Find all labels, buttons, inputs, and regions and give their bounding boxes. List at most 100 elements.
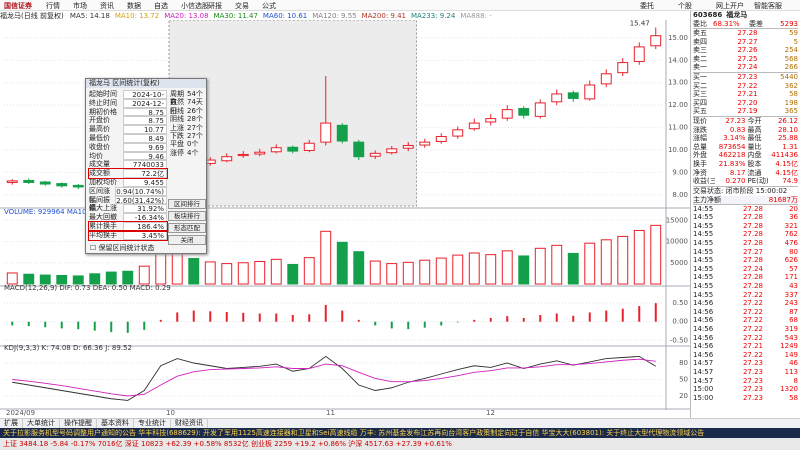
volume-bar [617, 235, 629, 285]
dialog-button[interactable]: 形态匹配 [168, 223, 206, 233]
stat-value: 26.12 [777, 116, 798, 125]
stats-row: 净资 8.17 流通 4.15亿 [693, 169, 798, 178]
stats-row: 换手 21.83% 股本 4.15亿 [693, 160, 798, 169]
menu-item[interactable]: 行情 [46, 2, 60, 10]
ma-label: MA200: 9.41 [361, 12, 406, 20]
tick-price: 27.24 [742, 264, 763, 273]
dialog-button[interactable]: 板块排行 [168, 211, 206, 221]
book-volume: 568 [784, 54, 798, 63]
tick-volume: 476 [784, 239, 798, 248]
panel-title: KDJ(9,3,3) K: 74.08 D: 66.36 J: 89.52 [4, 344, 132, 352]
candle-body [39, 181, 51, 185]
tick-time: 14:57 [693, 376, 714, 385]
volume-bar [518, 255, 530, 285]
y-tick-label: 9.00 [672, 168, 688, 176]
stat-row: 成交量 7740033 [89, 160, 167, 169]
tick-price: 27.22 [742, 299, 763, 308]
volume-bar [650, 224, 662, 285]
tick-time: 14:55 [693, 230, 714, 239]
menu-item[interactable]: 交易 [235, 2, 249, 10]
tab[interactable]: 财经资讯 [171, 419, 208, 428]
tick-price: 27.28 [742, 230, 763, 239]
tick-price: 27.22 [742, 290, 763, 299]
candle-body [56, 183, 68, 187]
stat-label: 外盘 [693, 151, 707, 160]
tick-row: 14:57 27.23 113 [693, 368, 798, 377]
tick-row: 14:55 27.28 20 [693, 205, 798, 214]
book-price: 27.25 [737, 54, 758, 63]
menu-item[interactable]: 网上开户 [716, 2, 744, 10]
stat-value: 8.17 [729, 168, 746, 177]
y-tick-label: 14.00 [668, 56, 688, 64]
stat-value: 2024-12-20 [123, 98, 167, 117]
candle-body [72, 184, 84, 188]
stat-value: 8.75 [123, 116, 167, 125]
volume-bar [468, 252, 480, 285]
side-value: 27个 [187, 123, 203, 132]
volume-bar [6, 272, 18, 285]
tick-time: 14:55 [693, 290, 714, 299]
checkbox-row[interactable]: ☐ 保留区间统计状态 [90, 244, 155, 252]
stat-label: 最大回撤 [89, 213, 117, 222]
menu-item[interactable]: 数据 [127, 2, 141, 10]
menu-item[interactable]: 资讯 [100, 2, 114, 10]
stat-row: 最大回撤 -16.34% [89, 213, 167, 222]
tick-row: 14:56 27.22 149 [693, 351, 798, 360]
volume-bar [122, 270, 134, 285]
stat-label: PE(动) [747, 177, 768, 186]
stat-label: 区间振幅 [89, 195, 110, 213]
stat-value: 0.83 [729, 125, 746, 134]
stat-value: 411436 [771, 151, 798, 160]
ma-label: MA10: 13.72 [114, 12, 160, 20]
volume-bar [72, 275, 84, 285]
volume-bar [600, 239, 612, 285]
book-row: 卖一 27.24 266 [693, 63, 798, 72]
tick-price: 27.23 [742, 393, 763, 402]
stat-label: 内盘 [747, 151, 762, 160]
tick-time: 14:56 [693, 350, 714, 359]
tick-price: 27.28 [742, 256, 763, 265]
tab[interactable]: 操作提醒 [60, 419, 97, 428]
stat-row: 期初价格 8.75 [89, 107, 167, 117]
tick-volume: 1320 [780, 385, 798, 394]
stat-value: 8.49 [123, 133, 167, 143]
dialog-button[interactable]: 区间排行 [168, 199, 206, 209]
stat-value: 74.9 [782, 177, 798, 186]
menu-item[interactable]: 委托 [640, 2, 654, 10]
tick-volume: 626 [784, 256, 798, 265]
book-row: 买二 27.22 362 [693, 82, 798, 91]
stat-value: 27.23 [725, 116, 746, 125]
tick-volume: 36 [789, 213, 798, 222]
side-label: 下跌 [170, 131, 184, 140]
stat-label: 加权均价 [89, 177, 117, 186]
dialog-button[interactable]: 关闭 [168, 235, 206, 245]
menu-item[interactable]: 小信选股 [181, 2, 209, 10]
stat-row: 区间涨幅 0.94(10.74%) [89, 186, 167, 204]
menu-bar: 国信证券 行情 市场 资讯 数据 自选 小信选股 研报 交易 公式 委托 个股 网上开户 智能客服 [0, 0, 800, 11]
menu-item[interactable]: 公式 [262, 2, 276, 10]
indicator-bar: 福龙马(日线 前复权) MA5: 14.18 MA10: 13.72 MA20: 1… [0, 11, 690, 20]
menu-item[interactable]: 个股 [678, 2, 692, 10]
menu-item[interactable]: 市场 [73, 2, 87, 10]
stat-label: 区间涨幅 [89, 186, 110, 204]
book-volume: 254 [784, 46, 798, 55]
candle-body [320, 122, 332, 143]
stat-value: 4.15亿 [775, 168, 798, 177]
stat-row: 最低价 8.49 [89, 133, 167, 143]
stat-label: 今开 [747, 116, 762, 125]
candle-body [600, 73, 612, 85]
tick-volume: 80 [789, 247, 798, 256]
tick-time: 14:56 [693, 342, 714, 351]
tab[interactable]: 基本资料 [97, 419, 134, 428]
tab[interactable]: 大单统计 [23, 419, 60, 428]
tick-row: 14:56 27.21 1249 [693, 342, 798, 351]
tab[interactable]: 扩展 [0, 419, 23, 428]
label: 委差 [749, 20, 763, 28]
side-label: 阳线 [170, 106, 184, 115]
menu-item[interactable]: 智能客服 [754, 2, 782, 10]
volume-bar [501, 250, 513, 285]
menu-item[interactable]: 研报 [208, 2, 222, 10]
menu-item[interactable]: 自选 [154, 2, 168, 10]
tab[interactable]: 专业统计 [134, 419, 171, 428]
stat-label: 涨跌 [693, 125, 707, 134]
